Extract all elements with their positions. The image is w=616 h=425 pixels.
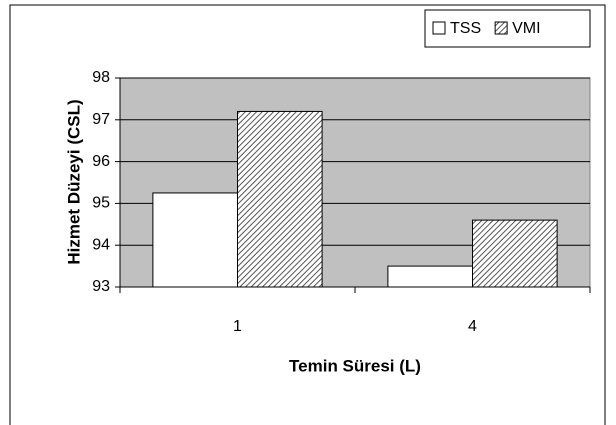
y-tick-label: 97 xyxy=(92,111,110,128)
y-tick-label: 94 xyxy=(92,236,110,253)
legend-swatch xyxy=(432,21,446,35)
legend-swatch xyxy=(494,21,508,35)
legend: TSS VMI xyxy=(424,9,591,48)
y-axis-label: Hizmet Düzeyi (CSL) xyxy=(64,99,83,264)
y-tick-label: 98 xyxy=(92,69,110,86)
bar xyxy=(237,110,323,288)
legend-label: VMI xyxy=(512,20,540,37)
bar xyxy=(472,219,558,288)
x-axis-label: Temin Süresi (L) xyxy=(289,356,421,375)
chart-frame xyxy=(9,4,606,425)
y-tick-label: 96 xyxy=(92,153,110,170)
y-tick-label: 95 xyxy=(92,195,110,212)
legend-label: TSS xyxy=(450,20,481,37)
bar xyxy=(387,265,473,288)
bar xyxy=(152,192,238,288)
x-tick-label: 1 xyxy=(233,318,242,335)
y-tick-label: 93 xyxy=(92,278,110,295)
x-tick-label: 4 xyxy=(468,318,477,335)
